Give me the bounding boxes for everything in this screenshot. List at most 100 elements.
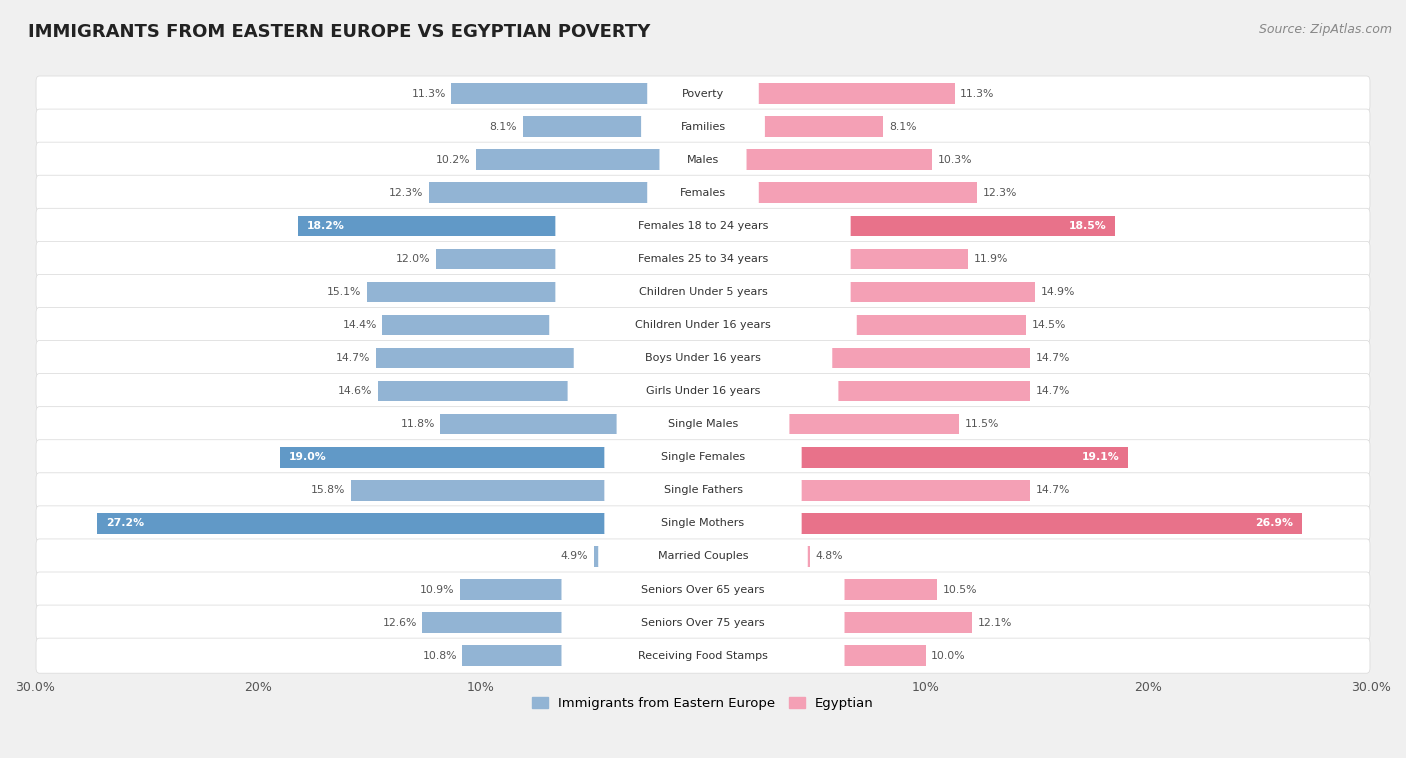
Bar xyxy=(429,183,703,203)
Text: 11.9%: 11.9% xyxy=(973,254,1008,264)
Text: 18.5%: 18.5% xyxy=(1069,221,1107,230)
Text: 14.7%: 14.7% xyxy=(1036,386,1070,396)
Legend: Immigrants from Eastern Europe, Egyptian: Immigrants from Eastern Europe, Egyptian xyxy=(527,691,879,715)
Bar xyxy=(703,315,1026,335)
FancyBboxPatch shape xyxy=(37,143,1369,177)
Text: Children Under 5 years: Children Under 5 years xyxy=(638,287,768,297)
Bar xyxy=(703,282,1035,302)
Bar xyxy=(375,348,703,368)
Bar xyxy=(703,579,936,600)
Bar xyxy=(703,513,1302,534)
Text: 11.3%: 11.3% xyxy=(412,89,446,99)
Bar xyxy=(703,547,810,567)
Bar xyxy=(352,480,703,500)
Text: IMMIGRANTS FROM EASTERN EUROPE VS EGYPTIAN POVERTY: IMMIGRANTS FROM EASTERN EUROPE VS EGYPTI… xyxy=(28,23,651,41)
FancyBboxPatch shape xyxy=(37,407,1369,442)
Text: 27.2%: 27.2% xyxy=(107,518,145,528)
Text: Receiving Food Stamps: Receiving Food Stamps xyxy=(638,650,768,661)
Bar xyxy=(298,215,703,236)
Text: 10.3%: 10.3% xyxy=(938,155,973,164)
Bar xyxy=(367,282,703,302)
Bar xyxy=(703,249,967,269)
Text: Married Couples: Married Couples xyxy=(658,552,748,562)
Bar xyxy=(382,315,703,335)
Text: 12.3%: 12.3% xyxy=(389,188,423,198)
Bar xyxy=(97,513,703,534)
Bar xyxy=(703,480,1031,500)
Text: Seniors Over 65 years: Seniors Over 65 years xyxy=(641,584,765,594)
FancyBboxPatch shape xyxy=(37,605,1369,640)
FancyBboxPatch shape xyxy=(605,445,801,469)
FancyBboxPatch shape xyxy=(550,313,856,337)
FancyBboxPatch shape xyxy=(37,340,1369,376)
Bar xyxy=(451,83,703,104)
Bar xyxy=(593,547,703,567)
FancyBboxPatch shape xyxy=(617,412,789,437)
Text: Source: ZipAtlas.com: Source: ZipAtlas.com xyxy=(1258,23,1392,36)
Text: 18.2%: 18.2% xyxy=(307,221,344,230)
FancyBboxPatch shape xyxy=(37,175,1369,210)
Bar xyxy=(703,447,1129,468)
Bar xyxy=(703,612,973,633)
Bar xyxy=(703,348,1031,368)
FancyBboxPatch shape xyxy=(37,539,1369,574)
FancyBboxPatch shape xyxy=(37,308,1369,343)
Bar xyxy=(703,183,977,203)
Bar xyxy=(440,414,703,434)
Bar xyxy=(463,645,703,666)
Text: 4.9%: 4.9% xyxy=(561,552,588,562)
Bar xyxy=(703,215,1115,236)
Text: 26.9%: 26.9% xyxy=(1256,518,1294,528)
Text: 12.0%: 12.0% xyxy=(395,254,430,264)
Text: 14.7%: 14.7% xyxy=(1036,485,1070,495)
Bar xyxy=(475,149,703,170)
Text: 14.7%: 14.7% xyxy=(336,353,370,363)
Text: Females 25 to 34 years: Females 25 to 34 years xyxy=(638,254,768,264)
Text: Poverty: Poverty xyxy=(682,89,724,99)
Text: 15.1%: 15.1% xyxy=(326,287,361,297)
FancyBboxPatch shape xyxy=(605,478,801,503)
Bar xyxy=(422,612,703,633)
Text: 12.3%: 12.3% xyxy=(983,188,1017,198)
Text: 11.3%: 11.3% xyxy=(960,89,994,99)
Text: 19.1%: 19.1% xyxy=(1081,453,1119,462)
FancyBboxPatch shape xyxy=(555,214,851,238)
Text: Families: Families xyxy=(681,121,725,132)
FancyBboxPatch shape xyxy=(37,374,1369,409)
Text: Females 18 to 24 years: Females 18 to 24 years xyxy=(638,221,768,230)
Text: 14.5%: 14.5% xyxy=(1032,320,1066,330)
Bar xyxy=(703,381,1031,402)
Text: 4.8%: 4.8% xyxy=(815,552,844,562)
Text: 10.0%: 10.0% xyxy=(931,650,966,661)
FancyBboxPatch shape xyxy=(647,180,759,205)
FancyBboxPatch shape xyxy=(561,578,845,602)
Bar xyxy=(703,149,932,170)
Text: Children Under 16 years: Children Under 16 years xyxy=(636,320,770,330)
FancyBboxPatch shape xyxy=(647,81,759,106)
Text: Seniors Over 75 years: Seniors Over 75 years xyxy=(641,618,765,628)
FancyBboxPatch shape xyxy=(37,572,1369,607)
Bar xyxy=(703,645,925,666)
Text: Girls Under 16 years: Girls Under 16 years xyxy=(645,386,761,396)
FancyBboxPatch shape xyxy=(37,440,1369,475)
Text: Single Fathers: Single Fathers xyxy=(664,485,742,495)
Text: 14.9%: 14.9% xyxy=(1040,287,1074,297)
FancyBboxPatch shape xyxy=(37,208,1369,243)
FancyBboxPatch shape xyxy=(605,511,801,536)
Text: 11.8%: 11.8% xyxy=(401,419,434,429)
Text: 14.4%: 14.4% xyxy=(343,320,377,330)
Bar xyxy=(436,249,703,269)
Bar xyxy=(703,414,959,434)
FancyBboxPatch shape xyxy=(659,148,747,172)
Text: Females: Females xyxy=(681,188,725,198)
FancyBboxPatch shape xyxy=(37,506,1369,541)
FancyBboxPatch shape xyxy=(37,76,1369,111)
Bar xyxy=(703,117,883,137)
Text: 10.8%: 10.8% xyxy=(422,650,457,661)
FancyBboxPatch shape xyxy=(37,241,1369,277)
FancyBboxPatch shape xyxy=(37,109,1369,144)
Text: Single Males: Single Males xyxy=(668,419,738,429)
Bar xyxy=(460,579,703,600)
Bar xyxy=(523,117,703,137)
Text: Single Mothers: Single Mothers xyxy=(661,518,745,528)
